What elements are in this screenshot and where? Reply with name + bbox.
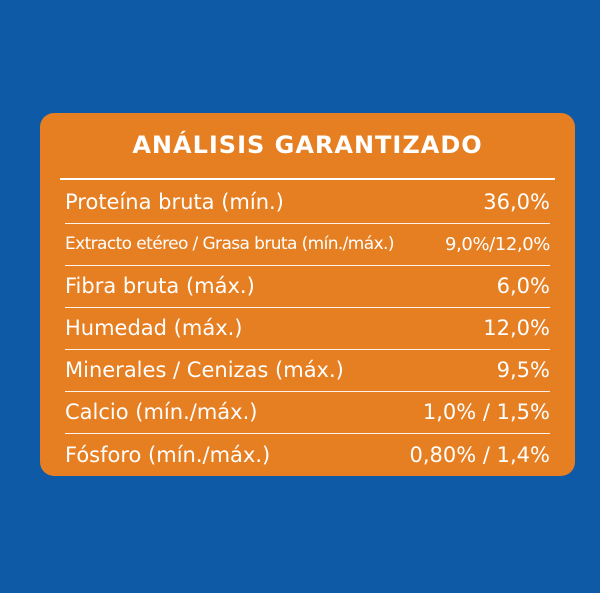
guaranteed-analysis-panel: ANÁLISIS GARANTIZADO Proteína bruta (mín… — [40, 113, 575, 476]
title-divider — [60, 178, 555, 180]
analysis-table: Proteína bruta (mín.) 36,0% Extracto eté… — [65, 182, 550, 476]
row-value: 36,0% — [483, 190, 550, 214]
row-value: 9,5% — [496, 358, 550, 382]
row-label: Calcio (mín./máx.) — [65, 400, 258, 424]
table-row-calcium: Calcio (mín./máx.) 1,0% / 1,5% — [65, 392, 550, 434]
row-value: 12,0% — [483, 316, 550, 340]
table-row-protein: Proteína bruta (mín.) 36,0% — [65, 182, 550, 224]
row-value: 0,80% / 1,4% — [409, 442, 551, 467]
row-label: Minerales / Cenizas (máx.) — [65, 358, 344, 382]
row-label: Humedad (máx.) — [65, 316, 243, 340]
panel-title: ANÁLISIS GARANTIZADO — [132, 131, 483, 159]
row-value: 1,0% / 1,5% — [422, 400, 550, 424]
row-label: Fibra bruta (máx.) — [65, 274, 255, 298]
table-row-moisture: Humedad (máx.) 12,0% — [65, 308, 550, 350]
table-row-fiber: Fibra bruta (máx.) 6,0% — [65, 266, 550, 308]
row-value: 6,0% — [496, 274, 550, 298]
row-label: Proteína bruta (mín.) — [65, 190, 284, 214]
row-label: Extracto etéreo / Grasa bruta (mín./máx.… — [65, 234, 394, 254]
table-row-minerals: Minerales / Cenizas (máx.) 9,5% — [65, 350, 550, 392]
table-row-phosphorus: Fósforo (mín./máx.) 0,80% / 1,4% — [65, 434, 550, 476]
row-value: 9,0%/12,0% — [445, 233, 550, 255]
table-row-fat: Extracto etéreo / Grasa bruta (mín./máx.… — [65, 224, 550, 266]
row-label: Fósforo (mín./máx.) — [65, 442, 271, 467]
